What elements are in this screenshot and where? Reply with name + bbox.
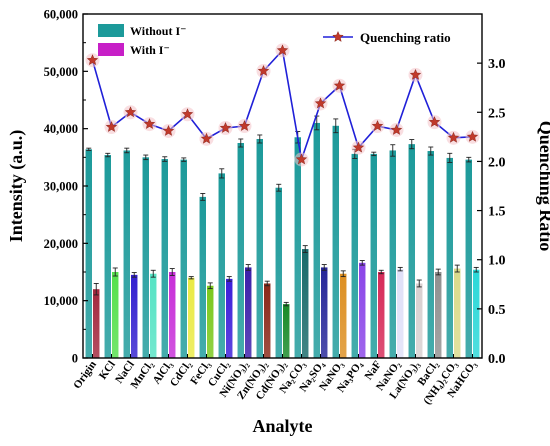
- bar-without-iodide: [199, 196, 206, 358]
- bar-with-iodide: [321, 267, 328, 358]
- quenching-ratio-point: [409, 68, 422, 80]
- bar-without-iodide: [104, 155, 111, 358]
- bar-with-iodide: [245, 267, 252, 358]
- bar-without-iodide: [389, 150, 396, 358]
- quenching-ratio-point: [447, 131, 460, 143]
- bar-with-iodide: [359, 262, 366, 358]
- y2-tick-label: 1.5: [488, 205, 506, 220]
- bar-with-iodide: [226, 278, 233, 358]
- y-tick-label: 20,000: [44, 237, 78, 251]
- quenching-ratio-point: [371, 120, 384, 131]
- y-tick-label: 40,000: [44, 122, 78, 136]
- bar-with-iodide: [112, 272, 119, 358]
- quenching-ratio-point: [143, 118, 156, 129]
- quenching-ratio-point: [352, 141, 365, 153]
- quenching-ratio-point: [162, 124, 175, 136]
- legend-label-quenching-ratio: Quenching ratio: [360, 30, 451, 45]
- y-axis-title: Intensity (a.u.): [6, 130, 27, 243]
- y2-tick-label: 2.5: [488, 106, 506, 121]
- bar-with-iodide: [207, 285, 214, 358]
- legend-label-with-iodide: With I⁻: [130, 43, 170, 57]
- bar-with-iodide: [131, 274, 138, 358]
- bar-without-iodide: [275, 187, 282, 358]
- y-tick-label: 30,000: [44, 180, 78, 194]
- bar-without-iodide: [332, 125, 339, 358]
- bar-without-iodide: [256, 138, 263, 358]
- bar-with-iodide: [454, 268, 461, 358]
- bar-without-iodide: [161, 159, 168, 358]
- legend-swatch-with-iodide: [98, 43, 124, 56]
- bar-with-iodide: [378, 272, 385, 358]
- bar-without-iodide: [351, 153, 358, 358]
- y-tick-label: 50,000: [44, 65, 78, 79]
- legend-label-without-iodide: Without I⁻: [130, 24, 186, 38]
- y2-tick-label: 1.0: [488, 254, 506, 269]
- y2-tick-label: 0.0: [488, 352, 506, 367]
- y-tick-label: 0: [72, 352, 78, 366]
- y2-axis-title: Quenching Ratio: [536, 121, 550, 252]
- quenching-ratio-point: [390, 123, 403, 135]
- quenching-ratio-point: [105, 121, 118, 132]
- bar-with-iodide: [188, 277, 195, 358]
- x-tick-label: CdCl₂: [168, 358, 194, 389]
- bar-without-iodide: [427, 151, 434, 358]
- quenching-ratio-point: [466, 130, 479, 142]
- bar-with-iodide: [302, 249, 309, 358]
- bars-layer: [85, 115, 480, 358]
- quenching-ratio-point: [428, 116, 441, 127]
- quenching-ratio-point: [295, 153, 308, 165]
- y-tick-label: 60,000: [44, 8, 78, 22]
- y-tick-label: 10,000: [44, 294, 78, 308]
- bar-with-iodide: [397, 269, 404, 358]
- legend-layer: Without I⁻ With I⁻ Quenching ratio: [98, 24, 451, 57]
- legend-swatch-without-iodide: [98, 24, 124, 37]
- bar-with-iodide: [473, 269, 480, 358]
- quenching-ratio-point: [124, 106, 137, 118]
- quenching-ratio-line: [91, 48, 473, 160]
- quenching-ratio-point: [238, 120, 251, 131]
- bar-without-iodide: [446, 157, 453, 358]
- y2-tick-label: 2.0: [488, 155, 506, 170]
- bar-without-iodide: [408, 144, 415, 358]
- bar-without-iodide: [237, 143, 244, 358]
- bar-with-iodide: [416, 283, 423, 358]
- quenching-ratio-point: [219, 121, 232, 133]
- bar-without-iodide: [85, 149, 92, 358]
- quenching-ratio-point: [86, 54, 99, 66]
- bar-with-iodide: [264, 283, 271, 358]
- bar-without-iodide: [370, 153, 377, 358]
- quenching-ratio-point: [200, 132, 213, 144]
- bar-without-iodide: [180, 159, 187, 358]
- axes-layer: [82, 13, 483, 359]
- quenching-ratio-point: [181, 108, 194, 120]
- bar-without-iodide: [123, 150, 130, 358]
- legend-marker-quenching-ratio: [332, 30, 344, 42]
- bar-with-iodide: [435, 272, 442, 358]
- bar-without-iodide: [142, 157, 149, 358]
- y2-tick-label: 0.5: [488, 303, 506, 318]
- quenching-ratio-point: [276, 44, 289, 56]
- x-axis-title: Analyte: [253, 416, 313, 436]
- y2-tick-label: 3.0: [488, 57, 506, 72]
- bar-without-iodide: [313, 122, 320, 358]
- quenching-ratio-point: [333, 79, 346, 91]
- bar-with-iodide: [169, 272, 176, 358]
- quenching-ratio-point: [257, 64, 270, 76]
- line-layer: [85, 43, 480, 167]
- bar-without-iodide: [218, 173, 225, 358]
- bar-with-iodide: [93, 289, 100, 358]
- bar-with-iodide: [150, 273, 157, 358]
- bar-with-iodide: [340, 273, 347, 358]
- bar-without-iodide: [465, 159, 472, 358]
- bar-with-iodide: [283, 304, 290, 358]
- bar-without-iodide: [294, 137, 301, 358]
- quenching-ratio-point: [314, 97, 327, 109]
